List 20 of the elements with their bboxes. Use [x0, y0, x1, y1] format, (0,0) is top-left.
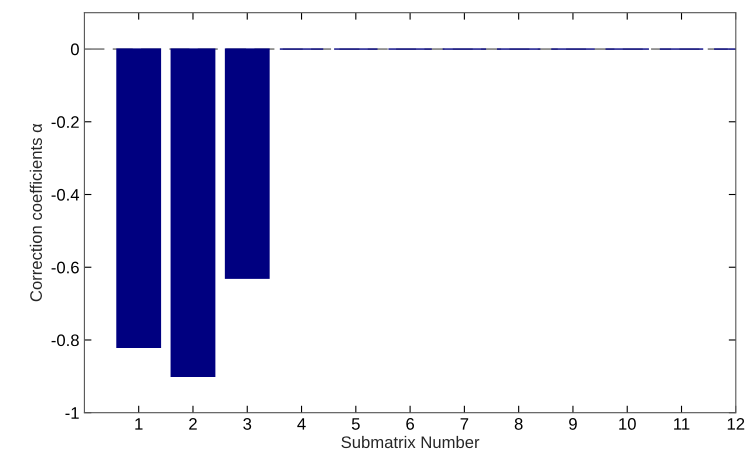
x-tick-label: 1 — [135, 418, 143, 430]
x-tick-label: 8 — [514, 418, 523, 430]
x-tick-label: 2 — [189, 418, 197, 430]
x-tick-label: 3 — [243, 418, 252, 430]
y-tick-label: -0.4 — [52, 188, 80, 201]
x-tick-label: 12 — [728, 418, 744, 430]
x-tick-label: 5 — [352, 418, 360, 430]
y-tick-label: -0.2 — [52, 116, 79, 128]
x-axis-title: Submatrix Number — [341, 436, 480, 448]
x-tick-label: 4 — [297, 418, 306, 430]
y-tick-label: 0 — [70, 43, 79, 56]
x-tick-label: 11 — [674, 418, 690, 430]
y-tick-label: -0.8 — [52, 334, 79, 346]
y-tick-label: -0.6 — [52, 262, 79, 274]
y-axis-title: Correction coefficients α — [30, 124, 42, 302]
x-tick-label: 7 — [460, 418, 468, 430]
y-tick-label: -1 — [65, 407, 79, 419]
x-tick-label: 6 — [406, 418, 414, 430]
x-tick-label: 10 — [619, 418, 636, 430]
x-tick-label: 9 — [569, 418, 577, 430]
